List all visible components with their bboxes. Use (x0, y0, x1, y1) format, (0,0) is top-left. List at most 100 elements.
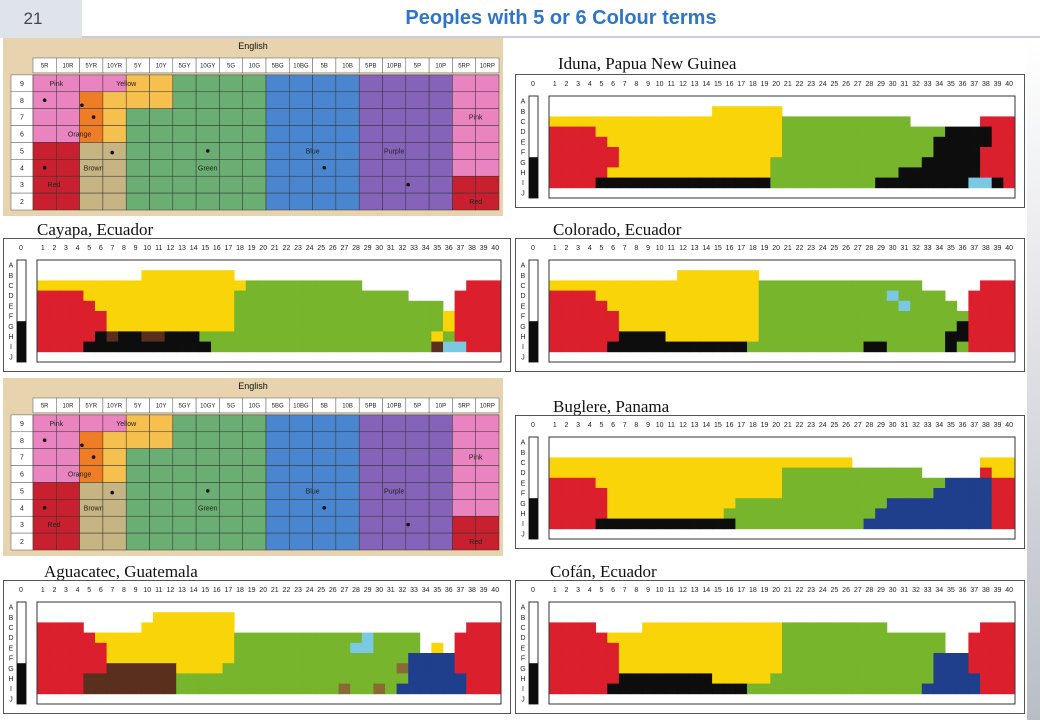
colour-cell (431, 341, 444, 353)
munsell-chip (79, 175, 104, 194)
colour-cell (851, 177, 864, 189)
colour-cell (303, 673, 316, 684)
colour-cell (211, 653, 223, 664)
colour-cell (793, 673, 806, 684)
colour-cell (782, 498, 795, 509)
colour-cell (747, 126, 760, 138)
colour-cell (805, 683, 818, 695)
array-frame (548, 601, 1016, 705)
colour-cell (851, 321, 864, 332)
colour-cell (222, 341, 235, 353)
colour-cell (257, 673, 270, 684)
colour-cell (688, 498, 701, 509)
munsell-chip (265, 125, 290, 143)
colour-cell (95, 280, 107, 291)
colour-cell (863, 508, 876, 519)
colour-cell (419, 300, 432, 312)
colour-cell (980, 167, 993, 178)
munsell-hue-label: 10P (435, 64, 446, 70)
colour-cell (653, 632, 666, 644)
colour-cell (793, 622, 806, 633)
column-number: 31 (387, 245, 395, 252)
colour-cell (863, 642, 876, 654)
column-number: 16 (726, 587, 734, 594)
colour-cell (222, 331, 235, 342)
colour-cell (583, 126, 596, 138)
row-letter: D (8, 293, 13, 300)
colour-cell (153, 642, 165, 654)
munsell-chip (242, 465, 267, 483)
colour-cell (583, 311, 596, 322)
munsell-chip (195, 448, 220, 466)
row-letter: G (520, 160, 525, 167)
colour-cell (712, 488, 725, 499)
colour-cell (886, 673, 899, 684)
colour-cell (222, 311, 235, 322)
colour-cell (968, 663, 981, 674)
colour-cell (129, 683, 142, 695)
colour-cell (712, 467, 725, 479)
colour-cell (419, 673, 432, 684)
column-number: 4 (76, 245, 80, 252)
achromatic-black (17, 321, 26, 362)
munsell-chip (312, 125, 337, 143)
colour-cell (805, 498, 818, 509)
munsell-chip (172, 414, 197, 433)
munsell-chip (102, 482, 127, 500)
colour-cell (60, 683, 73, 695)
munsell-hue-label: 10PB (387, 64, 402, 70)
colour-cell (886, 488, 899, 499)
colour-cell (828, 663, 841, 674)
column-number: 2 (565, 245, 569, 252)
colour-cell (549, 467, 562, 479)
munsell-chip (172, 482, 197, 500)
colour-cell (677, 673, 690, 684)
colour-array-iduna: 1 2 3 4 5 6 7 8 9 10 11 12 13 14 15 16 17 18 19 20 21 22 23 24 2… (515, 74, 1025, 208)
column-number: 9 (134, 245, 138, 252)
colour-cell (141, 280, 154, 291)
colour-cell (840, 477, 853, 489)
colour-cell (431, 321, 444, 332)
colour-cell (945, 683, 958, 695)
colour-cell (677, 321, 690, 332)
colour-cell (828, 477, 841, 489)
munsell-chip (335, 192, 360, 211)
colour-cell (630, 126, 643, 138)
colour-cell (106, 300, 119, 312)
colour-cell (968, 341, 981, 353)
colour-cell (199, 280, 212, 291)
munsell-chip (358, 431, 383, 449)
colour-cell (782, 321, 795, 332)
colour-cell (642, 683, 655, 695)
colour-cell (572, 673, 585, 684)
colour-cell (234, 653, 247, 664)
munsell-chip (32, 448, 57, 466)
colour-cell (782, 622, 795, 633)
munsell-chip (289, 159, 313, 177)
colour-cell (642, 518, 655, 530)
english-colour-term: Red (469, 539, 482, 546)
colour-cell (618, 177, 631, 189)
colour-cell (665, 341, 678, 353)
colour-cell (549, 290, 562, 302)
colour-cell (245, 341, 258, 353)
colour-cell (758, 663, 771, 674)
colour-cell (176, 331, 189, 342)
colour-cell (361, 653, 374, 664)
colour-cell (910, 508, 923, 519)
colour-cell (723, 157, 736, 168)
munsell-chip (102, 125, 127, 143)
colour-cell (991, 116, 1004, 127)
munsell-chip (289, 499, 313, 517)
colour-cell (863, 663, 876, 674)
colour-cell (851, 280, 864, 291)
column-number: 10 (656, 245, 664, 252)
colour-cell (385, 311, 397, 322)
colour-cell (712, 106, 725, 117)
colour-cell (851, 508, 864, 519)
column-number: 24 (819, 422, 827, 429)
colour-cell (886, 321, 899, 332)
colour-cell (991, 477, 1004, 489)
colour-cell (164, 321, 177, 332)
munsell-chip (452, 125, 476, 143)
